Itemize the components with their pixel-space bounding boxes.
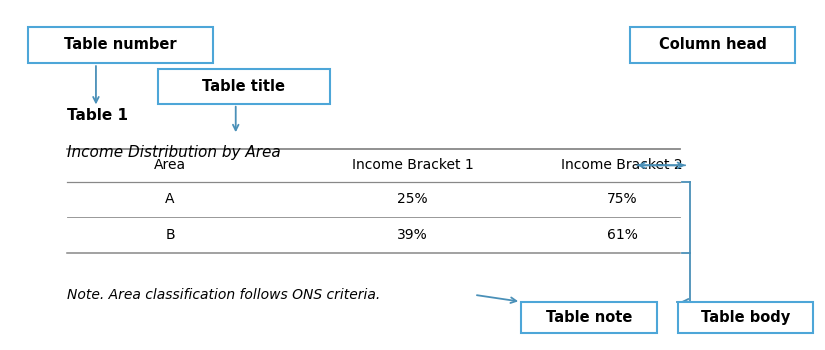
Text: Area: Area (154, 158, 186, 172)
FancyBboxPatch shape (630, 27, 794, 63)
Text: Income Bracket 1: Income Bracket 1 (351, 158, 474, 172)
Text: Column head: Column head (658, 37, 766, 52)
Text: 61%: 61% (606, 228, 638, 242)
Text: Income Distribution by Area: Income Distribution by Area (67, 146, 281, 161)
FancyBboxPatch shape (28, 27, 213, 63)
FancyBboxPatch shape (677, 302, 813, 333)
Text: Table title: Table title (202, 79, 285, 94)
Text: Table body: Table body (701, 310, 790, 325)
Text: Table number: Table number (64, 37, 177, 52)
Text: A: A (165, 192, 175, 206)
FancyBboxPatch shape (158, 69, 330, 104)
Text: B: B (165, 228, 175, 242)
Text: 25%: 25% (397, 192, 428, 206)
Text: 39%: 39% (397, 228, 428, 242)
Text: Note. Area classification follows ONS criteria.: Note. Area classification follows ONS cr… (67, 288, 380, 302)
FancyBboxPatch shape (521, 302, 657, 333)
Text: Table 1: Table 1 (67, 108, 128, 124)
Text: Income Bracket 2: Income Bracket 2 (561, 158, 683, 172)
Text: Table note: Table note (546, 310, 633, 325)
Text: 75%: 75% (607, 192, 638, 206)
